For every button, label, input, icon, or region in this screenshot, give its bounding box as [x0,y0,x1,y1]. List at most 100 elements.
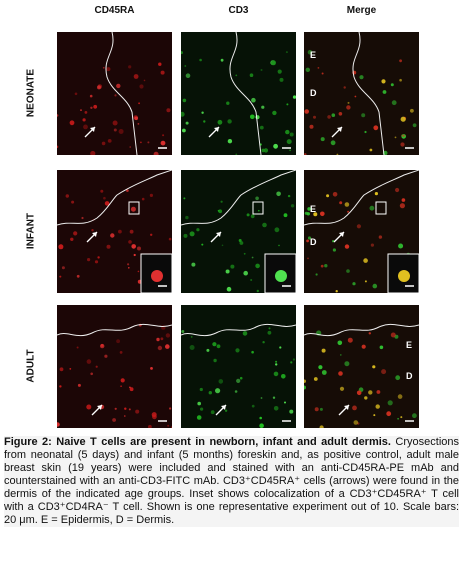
micrograph [304,170,419,293]
micrograph [181,305,296,428]
cell-signal [182,128,186,133]
cell-signal [399,78,402,82]
cell-signal [246,213,250,217]
inset-cell [398,270,410,282]
cell-signal [199,387,203,392]
cell-signal [149,193,153,197]
cell-signal [182,98,187,103]
cell-signal [216,344,221,349]
cell-signal [220,58,224,62]
cell-signal [191,262,196,267]
cell-signal [197,401,201,406]
cell-signal [363,258,368,263]
cell-signal [112,418,116,422]
cell-signal [391,100,397,106]
arrow-head [337,127,342,132]
panel-label: D [310,88,317,98]
cell-signal [304,153,307,155]
cell-signal [339,386,345,391]
cell-signal [165,344,170,349]
cell-signal [140,141,142,144]
cell-signal [287,194,291,198]
cell-signal [359,75,364,80]
cell-signal [218,209,223,214]
cell-signal [157,345,163,351]
skin-boundary [105,32,138,155]
cell-signal [320,137,325,142]
cell-signal [212,342,217,347]
cell-signal [166,108,171,113]
cell-signal [183,233,188,238]
cell-signal [226,101,230,105]
cell-signal [227,119,232,124]
cell-signal [230,264,235,269]
cell-signal [397,394,403,399]
cell-signal [313,212,318,217]
cell-signal [305,67,310,72]
cell-signal [156,337,160,342]
cell-signal [235,348,240,353]
cell-signal [338,112,343,116]
cell-signal [129,229,134,234]
cell-signal [59,367,64,372]
cell-signal [326,194,330,198]
cell-signal [58,244,64,250]
cell-signal [271,60,276,66]
cell-signal [103,196,106,200]
cell-signal [375,404,380,409]
cell-signal [307,49,313,55]
arrow-head [90,127,95,132]
cell-signal [120,378,125,383]
cell-signal [338,371,343,376]
cell-signal [347,337,353,343]
cell-signal [370,243,374,247]
cell-signal [399,203,405,209]
cell-signal [97,85,101,90]
cell-signal [356,390,362,396]
cell-signal [344,361,350,367]
cell-signal [398,243,404,249]
panel-label: E [406,340,413,350]
cell-signal [201,243,204,246]
cell-signal [261,148,265,153]
cell-signal [184,65,187,67]
cell-signal [169,407,172,410]
cell-signal [332,248,336,252]
cell-signal [129,387,134,392]
cell-signal [304,385,306,390]
cell-signal [124,415,126,417]
inset-cell [275,270,287,282]
cell-signal [227,139,233,144]
cell-signal [59,385,62,388]
cell-signal [274,227,280,233]
cell-signal [150,367,153,370]
cell-signal [83,124,88,130]
cell-signal [290,204,295,208]
cell-signal [113,128,117,132]
cell-signal [106,67,111,72]
arrow-head [339,232,344,237]
cell-signal [400,142,405,147]
cell-signal [374,192,378,196]
cell-signal [279,346,282,349]
cell-signal [215,388,221,394]
cell-signal [133,74,139,79]
skin-boundary [352,32,385,155]
cell-signal [410,108,414,113]
cell-signal [313,115,316,119]
cell-signal [181,111,185,117]
cell-signal [356,224,361,229]
cell-signal [340,354,342,356]
cell-signal [80,109,82,111]
row-label: INFANT [25,212,37,250]
cell-signal [249,73,254,77]
cell-signal [242,331,248,336]
cell-signal [285,129,290,135]
cell-signal [412,413,417,419]
cell-signal [272,110,277,116]
cell-signal [91,229,94,232]
cell-signal [279,77,284,82]
cell-signal [135,409,140,414]
cell-signal [104,201,110,206]
cell-signal [206,348,210,352]
